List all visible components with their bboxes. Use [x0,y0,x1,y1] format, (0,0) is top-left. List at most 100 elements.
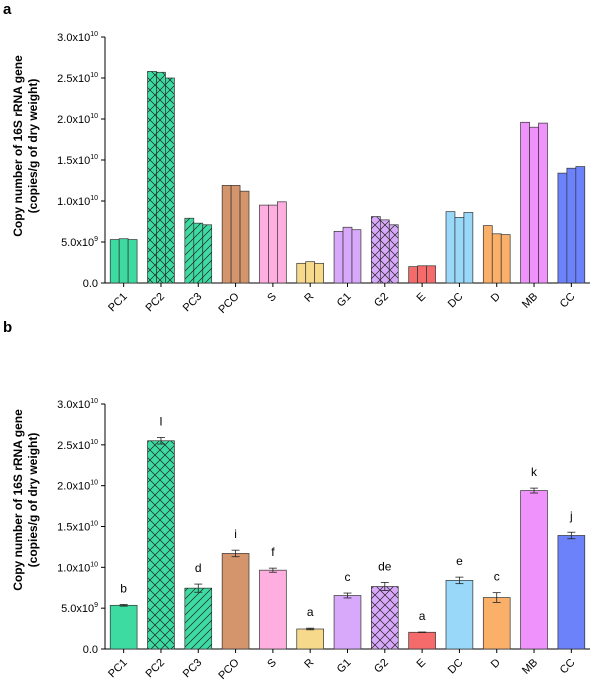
x-tick-label: DC [446,657,466,677]
y-tick-label: 0.0 [83,278,98,290]
x-tick-label: R [302,657,316,671]
bar-PC1 [109,604,138,650]
bar-D-rep-1 [482,225,493,284]
x-tick-label: MB [520,657,540,677]
significance-label-CC: j [569,509,573,523]
bar-pattern-PC3-rep-1 [184,218,194,283]
x-tick-label: PC1 [106,657,130,681]
x-tick-label: PCO [216,290,242,316]
bar-R-rep-1 [296,262,307,284]
bar-MB-rep-3 [538,122,548,284]
bar-pattern-PC3-rep-3 [202,224,212,283]
bar-G1 [333,595,362,650]
panel-a-ylabel: Copy number of 16S rRNA gene [11,55,25,237]
x-tick-label: PCO [216,656,242,682]
x-tick-label: CC [558,657,578,677]
bar-G1-rep-3 [351,229,362,284]
y-tick-label: 3.0x1010 [57,31,98,44]
x-tick-label: PC2 [143,657,167,681]
y-tick-label: 1.0x1010 [57,561,98,574]
x-tick-label: D [489,291,503,305]
significance-label-G1: c [345,570,351,584]
x-tick-label: S [265,291,279,305]
bar-PCO [221,553,250,650]
significance-label-PC2: l [160,414,163,428]
significance-label-PC3: d [195,561,202,575]
x-tick-label: MB [520,291,540,311]
bar-E-rep-3 [426,265,436,284]
bar-S-rep-3 [277,201,287,284]
significance-label-MB: k [531,465,538,479]
bar-pattern-PC2-rep-2 [156,72,166,283]
y-tick-label: 3.0x1010 [57,398,98,411]
bar-pattern-G2-rep-3 [389,224,399,283]
panel-a-bars [109,71,586,284]
panel-b-x-axis: PC1 PC2 PC3 PCO S R G1 G2 E DC D MB CC [106,649,578,682]
significance-label-PCO: i [234,527,237,541]
significance-label-D: c [494,570,500,584]
bar-MB [520,490,548,650]
x-tick-label: G1 [335,657,354,676]
bar-pattern-PC3-rep-2 [193,223,203,283]
x-tick-label: PC3 [181,657,205,681]
significance-label-S: f [271,545,275,559]
bar-S-rep-1 [259,204,269,284]
significance-label-DC: e [456,554,463,568]
panel-a-x-axis: PC1 PC2 PC3 PCO S R G1 G2 E DC D MB CC [106,283,578,316]
panel-a: Copy number of 16S rRNA gene (copies/g o… [11,31,590,316]
bar-CC [557,535,586,650]
x-tick-label: S [265,657,279,671]
bar-CC-rep-3 [575,166,586,284]
bar-PC1-rep-2 [118,238,129,284]
bar-E-rep-2 [417,265,427,284]
bar-DC-rep-2 [454,217,465,284]
panel-b: Copy number of 16S rRNA gene (copies/g o… [11,398,590,682]
bar-D-rep-3 [500,234,511,284]
x-tick-label: CC [558,291,578,311]
panel-b-ylabel: Copy number of 16S rRNA gene [11,409,25,591]
panel-a-ylabel-units: (copies/g of dry weight) [26,79,40,214]
bar-CC-rep-2 [566,167,577,284]
y-tick-label: 2.0x1010 [57,480,98,493]
x-tick-label: E [415,657,429,671]
bar-R-rep-2 [305,261,316,284]
y-tick-label: 1.5x1010 [57,154,98,167]
y-tick-label: 5.0x109 [61,236,98,249]
x-tick-label: G2 [372,657,391,676]
x-tick-label: E [415,291,429,305]
bar-pattern-PC2 [147,440,175,649]
bar-pattern-PC2-rep-3 [165,78,175,283]
y-tick-label: 1.0x1010 [57,195,98,208]
bar-pattern-G2 [371,586,399,649]
significance-label-R: a [307,605,314,619]
significance-label-E: a [419,609,426,623]
bar-S [259,569,287,650]
bar-pattern-G2-rep-2 [380,219,390,283]
bar-R [296,628,324,650]
bar-MB-rep-2 [529,126,539,284]
x-tick-label: PC2 [143,291,167,315]
y-tick-label: 5.0x109 [61,602,98,615]
x-tick-label: PC1 [106,291,130,315]
y-tick-label: 2.0x1010 [57,113,98,126]
bar-D [482,597,511,650]
bar-E-rep-1 [408,266,418,284]
bar-DC [445,580,474,650]
y-tick-label: 1.5x1010 [57,521,98,534]
significance-label-PC1: b [120,581,127,595]
panel-a-letter: a [3,1,12,18]
bar-pattern-G2-rep-1 [371,216,381,283]
x-tick-label: G1 [335,291,354,310]
bar-R-rep-3 [314,262,324,284]
bar-PCO-rep-3 [239,190,250,284]
bar-G1-rep-1 [333,230,344,284]
panel-b-letter: b [3,319,12,336]
bar-CC-rep-1 [557,172,568,284]
x-tick-label: R [302,291,316,305]
y-tick-label: 0.0 [83,644,98,656]
panel-b-ylabel-units: (copies/g of dry weight) [26,433,40,568]
bar-MB-rep-1 [520,121,530,284]
bar-E [408,631,436,650]
bar-D-rep-2 [491,233,502,284]
